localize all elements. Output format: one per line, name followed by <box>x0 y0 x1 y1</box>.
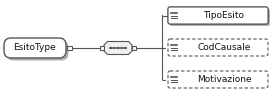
Text: TipoEsito: TipoEsito <box>204 11 245 20</box>
Bar <box>132 46 136 50</box>
FancyBboxPatch shape <box>170 9 270 26</box>
Text: CodCausale: CodCausale <box>197 43 251 52</box>
FancyBboxPatch shape <box>4 38 66 58</box>
FancyBboxPatch shape <box>168 71 268 88</box>
Text: EsitoType: EsitoType <box>14 43 57 52</box>
Bar <box>67 46 72 50</box>
FancyBboxPatch shape <box>168 7 268 24</box>
FancyBboxPatch shape <box>6 41 68 60</box>
Bar <box>100 46 104 50</box>
FancyBboxPatch shape <box>168 7 268 24</box>
Text: Motivazione: Motivazione <box>197 75 251 84</box>
Polygon shape <box>104 41 132 54</box>
FancyBboxPatch shape <box>168 39 268 56</box>
